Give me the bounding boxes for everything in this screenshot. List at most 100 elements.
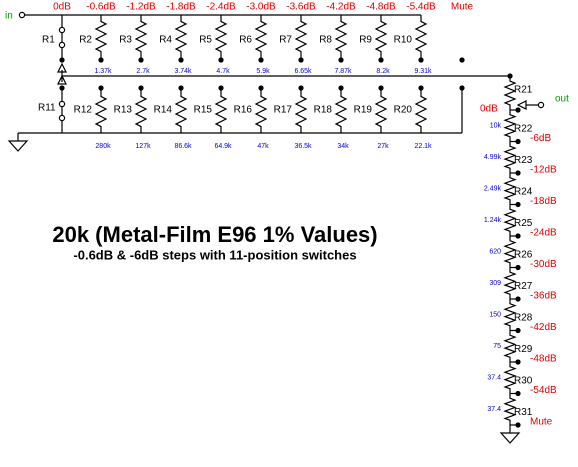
contact [98, 85, 104, 91]
resistor-name: R3 [119, 35, 132, 46]
resistor-name: R22 [514, 123, 533, 134]
resistor [503, 141, 517, 173]
contact [59, 57, 65, 63]
step-label: -5.4dB [406, 2, 436, 13]
resistor-name: R7 [279, 35, 292, 46]
contact [298, 57, 304, 63]
resistor [134, 15, 148, 58]
resistor-value: 27k [377, 143, 389, 150]
resistor-name: R19 [354, 105, 373, 116]
resistor-name: R24 [514, 186, 533, 197]
contact [515, 233, 521, 239]
resistor-name: R28 [514, 312, 533, 323]
resistor-value: 37.4 [487, 406, 501, 413]
contact [515, 422, 521, 428]
output-label: out [555, 94, 569, 105]
resistor [503, 267, 517, 299]
contact [59, 85, 65, 91]
resistor [254, 90, 268, 133]
resistor-value: 64.9k [214, 143, 232, 150]
resistor-value: 86.6k [174, 143, 192, 150]
contact [258, 85, 264, 91]
resistor-name: R23 [514, 155, 533, 166]
resistor-name: R25 [514, 218, 533, 229]
subtitle: -0.6dB & -6dB steps with 11-position swi… [73, 247, 356, 262]
resistor [94, 15, 108, 58]
resistor-value: 620 [489, 249, 501, 256]
resistor [134, 90, 148, 133]
resistor [503, 204, 517, 236]
resistor-name: R12 [74, 105, 93, 116]
resistor-name: R8 [319, 35, 332, 46]
resistor-value: 1.24k [484, 217, 502, 224]
contact [378, 85, 384, 91]
resistor-value: 10k [490, 123, 502, 130]
step-label: -6dB [530, 133, 551, 144]
step-label: -2.4dB [206, 2, 236, 13]
step-label: -42dB [530, 322, 557, 333]
terminal [58, 100, 66, 108]
resistor-value: 4.99k [484, 154, 502, 161]
resistor-name: R5 [199, 35, 212, 46]
resistor [94, 90, 108, 133]
contact [515, 296, 521, 302]
resistor-value: 2.7k [136, 68, 150, 75]
resistor-value: 47k [257, 143, 269, 150]
resistor-name: R17 [274, 105, 293, 116]
step-label: 0dB [53, 2, 71, 13]
resistor [174, 90, 188, 133]
contact [298, 85, 304, 91]
step-label: -4.8dB [366, 2, 396, 13]
resistor-value: 1.37k [94, 68, 112, 75]
resistor [334, 90, 348, 133]
resistor [214, 15, 228, 58]
contact [515, 138, 521, 145]
contact [338, 57, 344, 63]
resistor-name: R30 [514, 375, 533, 386]
step-label: Mute [530, 417, 553, 428]
contact [178, 85, 184, 91]
contact [218, 57, 224, 63]
resistor-value: 309 [489, 280, 501, 287]
resistor-value: 3.74k [174, 68, 192, 75]
step-label: -0.6dB [86, 2, 116, 13]
resistor-name: R9 [359, 35, 372, 46]
contact [515, 264, 521, 271]
contact [178, 57, 184, 63]
step-label: -1.8dB [166, 2, 196, 13]
wiper [516, 100, 527, 110]
resistor-value: 36.5k [294, 143, 312, 150]
contact [418, 85, 424, 91]
contact [218, 85, 224, 91]
contact [515, 327, 521, 334]
resistor [503, 299, 517, 331]
resistor [214, 90, 228, 133]
contact [515, 170, 521, 176]
resistor [374, 15, 388, 58]
wiper [57, 74, 67, 85]
resistor [503, 393, 517, 425]
resistor-name: R4 [159, 35, 172, 46]
resistor-value: 127k [135, 143, 151, 150]
contact [515, 107, 521, 113]
contact [515, 359, 521, 365]
step-label: -36dB [530, 291, 557, 302]
contact [338, 85, 344, 91]
resistor [503, 362, 517, 394]
resistor-name: R1 [42, 35, 55, 46]
contact [138, 85, 144, 91]
contact [98, 57, 104, 63]
step-label: -1.2dB [126, 2, 156, 13]
step-label: -54dB [530, 385, 557, 396]
contact [515, 201, 521, 208]
resistor-name: R10 [394, 35, 413, 46]
resistor-name: R2 [79, 35, 92, 46]
step-label: -48dB [530, 354, 557, 365]
resistor-name: R31 [514, 407, 533, 418]
input-label: in [5, 11, 13, 22]
resistor-name: R14 [154, 105, 173, 116]
resistor-value: 75 [493, 343, 501, 350]
step-label: -3.6dB [286, 2, 316, 13]
resistor-value: 7.87k [334, 68, 352, 75]
